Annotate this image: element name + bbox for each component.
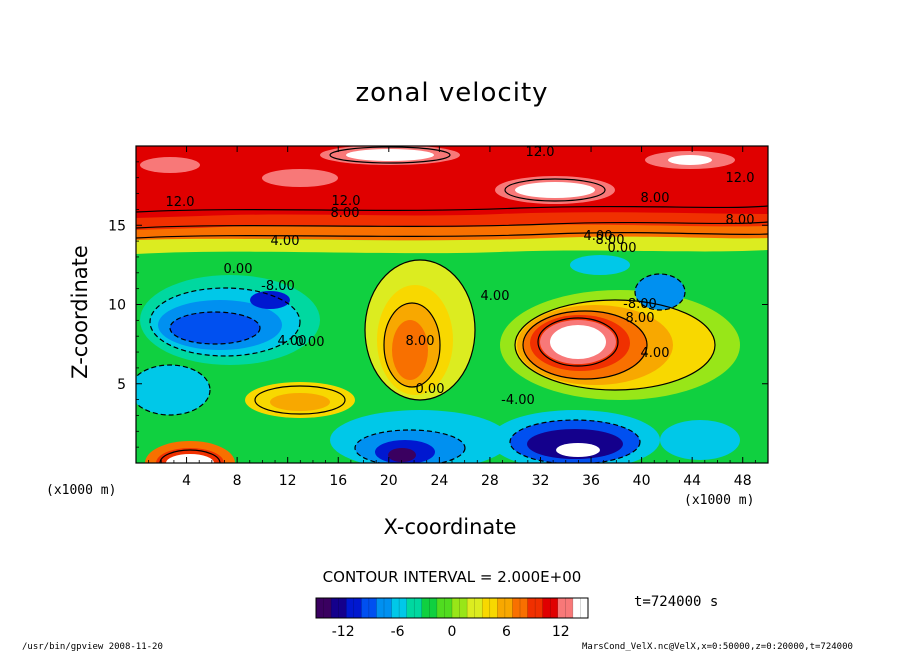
contour-label: 12.0: [332, 194, 361, 209]
y-tick-label: 10: [108, 298, 126, 314]
x-axis-ticks: 4 8 12 16 20 24 28 32 36 40 44 48: [148, 146, 756, 489]
y-tick-label: 5: [117, 377, 126, 393]
colorbar-swatch: [316, 598, 332, 618]
x-tick-label: 48: [734, 473, 752, 489]
contour-label: 8.00: [626, 311, 655, 326]
colorbar-swatch: [482, 598, 498, 618]
x-tick-label: 24: [430, 473, 448, 489]
contour-label: 8.00: [596, 233, 625, 248]
x-tick-label: 12: [279, 473, 297, 489]
colorbar-swatch: [527, 598, 544, 618]
contour-label: 4.00: [481, 289, 510, 304]
colorbar-swatch: [436, 598, 453, 618]
contour-label: 4.00: [271, 234, 300, 249]
y-axis-label: Z-coordinate: [68, 245, 92, 379]
contour-label: -8.00: [623, 297, 657, 312]
contour-label: 0.00: [296, 335, 325, 350]
contour-label: -4.00: [501, 393, 535, 408]
colorbar-swatch: [406, 598, 423, 618]
colorbar-swatch: [376, 598, 393, 618]
colorbar-tick-label: 0: [448, 624, 457, 640]
x-unit-label-left: (x1000 m): [46, 483, 117, 498]
x-tick-label: 20: [380, 473, 398, 489]
time-label: t=724000 s: [634, 594, 719, 610]
colorbar-swatch: [391, 598, 408, 618]
x-tick-label: 28: [481, 473, 499, 489]
contour-label: -8.00: [261, 279, 295, 294]
colorbar-swatch: [572, 598, 589, 618]
colorbar-swatch: [557, 598, 574, 618]
footer-right: MarsCond_VelX.nc@VelX,x=0:50000,z=0:2000…: [582, 642, 853, 652]
colorbar-tick-label: 6: [502, 624, 511, 640]
colorbar-swatch: [452, 598, 468, 618]
colorbar-tick-label: -6: [391, 624, 405, 640]
x-tick-label: 44: [683, 473, 701, 489]
colorbar-swatch: [497, 598, 513, 618]
contour-label: 12.0: [526, 145, 555, 160]
x-tick-label: 16: [329, 473, 347, 489]
colorbar-swatch: [361, 598, 377, 618]
contour-label: 8.00: [331, 206, 360, 221]
velocity-field: [136, 146, 768, 463]
colorbar-swatch: [542, 598, 559, 618]
contour-label: 4.00: [584, 229, 613, 244]
colorbar-tick-label: -12: [332, 624, 355, 640]
contour-label: 4.00: [278, 334, 307, 349]
contour-label: 8.00: [406, 334, 435, 349]
x-tick-label: 4: [182, 473, 191, 489]
contour-label: 4.00: [641, 346, 670, 361]
contour-label: 12.0: [166, 195, 195, 210]
x-tick-label: 32: [532, 473, 550, 489]
contour-label: 8.00: [641, 191, 670, 206]
contour-label: 0.00: [416, 382, 445, 397]
x-tick-label: 8: [233, 473, 242, 489]
contour-label: 0.00: [608, 241, 637, 256]
x-unit-label-right: (x1000 m): [684, 493, 755, 508]
contour-label: 12.0: [726, 171, 755, 186]
contour-label: 0.00: [224, 262, 253, 277]
contour-label: 8.00: [726, 213, 755, 228]
colorbar: -12 -6 0 6 12: [315, 597, 589, 640]
footer-left: /usr/bin/gpview 2008-11-20: [22, 642, 163, 652]
colorbar-swatch: [467, 598, 483, 618]
colorbar-swatch: [512, 598, 529, 618]
colorbar-swatch: [421, 598, 438, 618]
y-tick-label: 15: [108, 218, 126, 234]
colorbar-tick-label: 12: [552, 624, 570, 640]
y-axis-ticks: 5 10 15: [108, 161, 768, 448]
contour-labels: 12.012.012.0 12.0 8.008.008.008.008.008.00…: [166, 145, 755, 408]
x-tick-label: 40: [633, 473, 651, 489]
colorbar-swatch: [331, 598, 347, 618]
x-axis-label: X-coordinate: [383, 515, 517, 539]
colorbar-swatch: [346, 598, 362, 618]
x-tick-label: 36: [582, 473, 600, 489]
chart-title: zonal velocity: [355, 78, 549, 108]
colorbar-frame: [315, 597, 589, 619]
contour-interval-text: CONTOUR INTERVAL = 2.000E+00: [322, 568, 582, 586]
